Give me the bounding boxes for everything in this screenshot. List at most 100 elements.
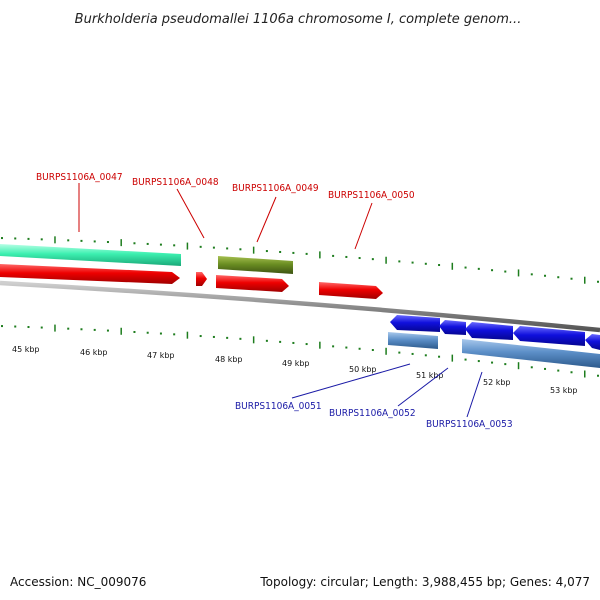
scale-minor-dot <box>80 239 83 242</box>
scale-minor-dot <box>199 245 202 248</box>
scale-minor-dot <box>159 243 162 246</box>
scale-minor-dot <box>570 277 573 280</box>
scale-minor-dot <box>332 345 335 348</box>
scale-minor-dot <box>424 354 427 357</box>
scale-minor-dot <box>212 335 215 338</box>
scale-minor-dot <box>332 254 335 257</box>
gene-label[interactable]: BURPS1106A_0047 <box>36 172 123 183</box>
scale-minor-dot <box>411 352 414 355</box>
gene-label[interactable]: BURPS1106A_0049 <box>232 183 319 194</box>
scale-minor-dot <box>371 349 374 352</box>
scale-minor-dot <box>173 333 176 336</box>
scale-minor-dot <box>133 330 136 333</box>
reverse-gene-labels: BURPS1106A_0051 BURPS1106A_0052 BURPS110… <box>235 363 513 430</box>
scale-minor-dot <box>133 242 136 245</box>
scale-minor-dot <box>305 343 308 346</box>
scale-minor-dot <box>265 339 268 342</box>
scale-minor-dot <box>106 241 109 244</box>
cds-arrow-0054[interactable] <box>585 334 600 350</box>
scale-minor-dot <box>146 331 149 334</box>
scale-minor-dot <box>159 332 162 335</box>
gene-label[interactable]: BURPS1106A_0048 <box>132 177 219 188</box>
scale-minor-dot <box>464 266 467 269</box>
cds-arrow-0052[interactable] <box>439 320 466 335</box>
scale-minor-dot <box>80 328 83 331</box>
inner-scale-track <box>1 324 599 378</box>
outer-scale-track <box>1 236 599 284</box>
cds-arrow-0053a[interactable] <box>465 322 513 340</box>
scale-minor-dot <box>597 280 599 283</box>
scale-minor-dot <box>106 329 109 332</box>
scale-minor-dot <box>292 251 295 254</box>
scale-minor-dot <box>173 244 176 247</box>
cds-arrow-0051[interactable] <box>390 315 440 332</box>
scale-minor-dot <box>279 250 282 253</box>
scale-minor-dot <box>504 363 507 366</box>
scale-minor-dot <box>239 248 242 251</box>
scale-minor-dot <box>27 326 30 329</box>
scale-minor-dot <box>477 360 480 363</box>
genome-summary-text: Topology: circular; Length: 3,988,455 bp… <box>259 575 590 589</box>
scale-minor-dot <box>226 336 229 339</box>
scale-minor-dot <box>530 273 533 276</box>
scale-minor-dot <box>424 262 427 265</box>
scale-minor-dot <box>477 267 480 270</box>
gene-label[interactable]: BURPS1106A_0052 <box>329 408 416 419</box>
forward-cds-track <box>0 264 383 299</box>
gene-feature-0052-0053[interactable] <box>462 339 600 368</box>
scale-tick-label: 53 kbp <box>550 386 578 395</box>
scale-minor-dot <box>491 269 494 272</box>
scale-tick-label: 51 kbp <box>416 371 444 380</box>
scale-minor-dot <box>544 367 547 370</box>
scale-minor-dot <box>597 374 599 377</box>
gene-feature-0051[interactable] <box>388 332 438 349</box>
scale-minor-dot <box>239 337 242 340</box>
scale-tick-label: 49 kbp <box>282 359 310 368</box>
scale-minor-dot <box>14 325 17 328</box>
scale-minor-dot <box>93 240 96 243</box>
scale-minor-dot <box>67 327 70 330</box>
scale-minor-dot <box>411 261 414 264</box>
rna-feature-0049[interactable] <box>218 256 293 274</box>
gene-label[interactable]: BURPS1106A_0050 <box>328 190 415 201</box>
scale-tick-label: 50 kbp <box>349 365 377 374</box>
cds-arrow-0047[interactable] <box>0 264 180 284</box>
scale-tick-label: 45 kbp <box>12 345 40 354</box>
scale-minor-dot <box>464 358 467 361</box>
scale-minor-dot <box>371 258 374 261</box>
cds-arrow-0050[interactable] <box>319 282 383 299</box>
accession-text: Accession: NC_009076 <box>10 575 146 589</box>
scale-minor-dot <box>14 237 17 240</box>
scale-minor-dot <box>438 355 441 358</box>
scale-minor-dot <box>1 325 3 328</box>
cds-arrow-0049[interactable] <box>216 275 289 292</box>
forward-gene-labels: BURPS1106A_0047 BURPS1106A_0048 BURPS110… <box>36 172 415 250</box>
scale-tick-label: 52 kbp <box>483 378 511 387</box>
gene-label[interactable]: BURPS1106A_0053 <box>426 419 513 430</box>
scale-tick-label: 48 kbp <box>215 355 243 364</box>
scale-minor-dot <box>504 270 507 273</box>
scale-minor-dot <box>398 260 401 263</box>
map-title: Burkholderia pseudomallei 1106a chromoso… <box>75 12 522 27</box>
scale-minor-dot <box>40 326 43 329</box>
scale-minor-dot <box>93 328 96 331</box>
scale-minor-dot <box>292 341 295 344</box>
gene-feature-0047[interactable] <box>0 244 181 266</box>
scale-minor-dot <box>345 346 348 349</box>
scale-minor-dot <box>67 239 70 242</box>
scale-minor-dot <box>358 347 361 350</box>
scale-minor-dot <box>279 340 282 343</box>
scale-tick-labels: 45 kbp 46 kbp 47 kbp 48 kbp 49 kbp 50 kb… <box>12 345 578 395</box>
scale-minor-dot <box>40 238 43 241</box>
genome-backbone <box>0 280 600 333</box>
reverse-cds-track <box>390 315 600 350</box>
gene-label[interactable]: BURPS1106A_0051 <box>235 401 322 412</box>
scale-minor-dot <box>265 250 268 253</box>
cds-arrow-0048[interactable] <box>196 272 207 286</box>
scale-minor-dot <box>226 247 229 250</box>
scale-minor-dot <box>557 276 560 279</box>
scale-minor-dot <box>557 369 560 372</box>
scale-tick-label: 46 kbp <box>80 348 108 357</box>
cds-arrow-0053b[interactable] <box>513 326 585 346</box>
